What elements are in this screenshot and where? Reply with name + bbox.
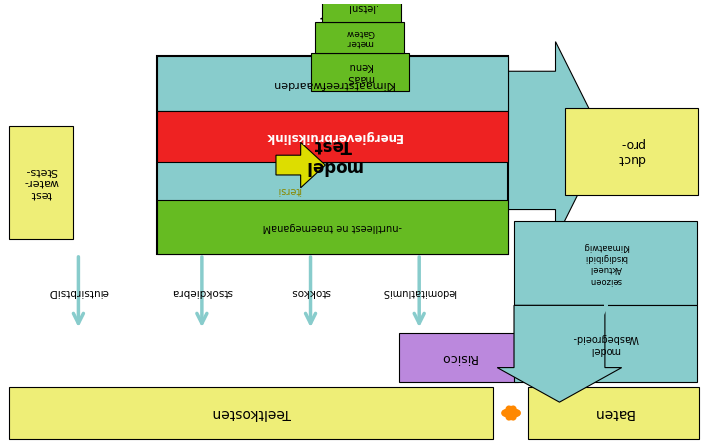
Bar (157, 56, 508, 254)
Text: Risico: Risico (440, 351, 477, 364)
Text: Klimaatstreefwaarden: Klimaatstreefwaarden (271, 78, 394, 89)
Text: eiutsirbtsiD: eiutsirbtsiD (48, 287, 108, 297)
Bar (333, 19, 377, 56)
Text: stokkos: stokkos (291, 287, 331, 297)
Bar (528, 388, 699, 439)
Text: ledomitatlumiS: ledomitatlumiS (382, 287, 456, 297)
Bar (399, 333, 518, 383)
Bar (9, 388, 493, 439)
Bar (157, 56, 508, 111)
Bar (316, 22, 404, 53)
Text: stsokdiebra: stsokdiebra (171, 287, 232, 297)
Text: Energieverbruikslink: Energieverbruikslink (264, 130, 401, 143)
Text: -nurtlleest ne tnaemeganaM: -nurtlleest ne tnaemeganaM (263, 222, 402, 232)
Bar (322, 0, 401, 22)
Bar (9, 125, 74, 239)
Bar (311, 53, 409, 91)
Text: maaS
Kenu: maaS Kenu (346, 61, 374, 83)
Bar (514, 306, 697, 383)
Polygon shape (321, 4, 389, 19)
Text: test
water-
Stets-: test water- Stets- (24, 166, 59, 199)
Text: duct
pro-: duct pro- (617, 137, 646, 165)
Polygon shape (276, 142, 326, 188)
Bar (566, 108, 698, 195)
Polygon shape (508, 42, 605, 239)
Text: meter
Gatew: meter Gatew (346, 28, 375, 47)
Text: Baten: Baten (593, 406, 634, 420)
Text: model
Wasbegroeid-: model Wasbegroeid- (572, 333, 639, 355)
Text: Teeltkosten: Teeltkosten (212, 406, 290, 420)
Polygon shape (497, 306, 622, 402)
Bar (514, 221, 697, 306)
Bar (157, 200, 508, 254)
Text: seizoen
Aktueel
bisdigibidi
Klimaatwig: seizoen Aktueel bisdigibidi Klimaatwig (582, 242, 629, 284)
Text: model
Test: model Test (304, 136, 362, 175)
Text: .letsnI: .letsnI (347, 2, 377, 12)
Text: itersi: itersi (277, 185, 301, 195)
Bar (157, 111, 508, 162)
